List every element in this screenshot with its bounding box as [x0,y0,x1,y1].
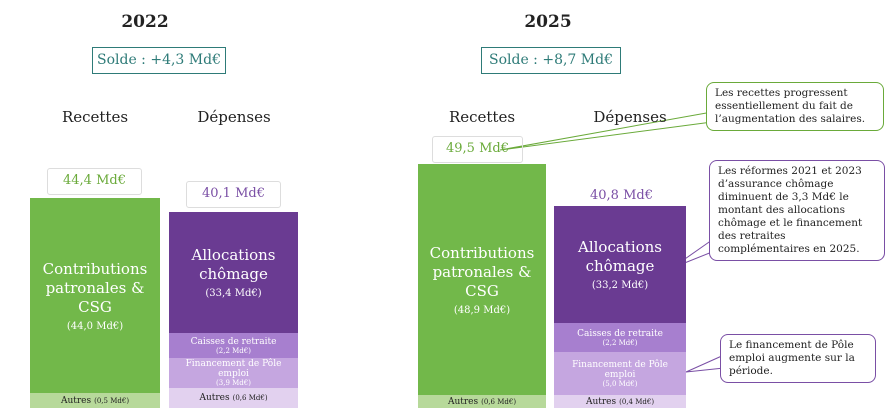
bar-segment: Contributions patronales & CSG (44,0 Md€) [30,198,160,393]
bar-segment: Autres (0,5 Md€) [30,393,160,408]
bar-segment: Allocations chômage (33,2 Md€) [554,206,686,323]
bar-segment: Allocations chômage (33,4 Md€) [169,212,298,333]
column-heading: Recettes [448,108,516,126]
bar-segment: Financement de Pôle emploi (3,9 Md€) [169,358,298,388]
year-title: 2025 [524,12,572,32]
segment-amount: (0,6 Md€) [481,397,517,406]
column-total: 49,5 Md€ [432,136,523,163]
column-total: 44,4 Md€ [47,168,142,195]
column-total: 40,1 Md€ [186,181,281,208]
segment-amount: (44,0 Md€) [66,320,124,332]
bar-segment: Contributions patronales & CSG (48,9 Md€) [418,164,546,395]
balance-box: Solde : +4,3 Md€ [92,47,226,74]
bar-segment: Caisses de retraite (2,2 Md€) [554,323,686,352]
segment-name: Caisses de retraite [190,336,277,347]
segment-name: Contributions patronales & CSG [42,259,148,316]
callout: Les recettes progressent essentiellement… [706,82,884,131]
callout: Les réformes 2021 et 2023 d’assurance ch… [709,160,885,261]
segment-name: Allocations chômage [191,246,276,283]
column-heading: Dépenses [593,108,667,126]
segment-name: Caisses de retraite [577,328,663,339]
segment-name: Financement de Pôle emploi [185,359,282,379]
segment-name: Autres [60,395,92,406]
segment-amount: (33,2 Md€) [591,280,649,291]
bar-segment: Caisses de retraite (2,2 Md€) [169,333,298,358]
segment-amount: (2,2 Md€) [216,346,251,355]
bar-segment: Autres (0,4 Md€) [554,395,686,408]
segment-name: Financement de Pôle emploi [572,359,668,380]
segment-name: Contributions patronales & CSG [429,243,535,300]
balance-box: Solde : +8,7 Md€ [481,47,621,74]
callout: Le financement de Pôle emploi augmente s… [720,334,876,383]
segment-amount: (33,4 Md€) [205,288,262,299]
column-heading: Dépenses [197,108,271,126]
bar-segment: Autres (0,6 Md€) [169,388,298,408]
pointer [685,354,725,373]
segment-amount: (3,9 Md€) [216,379,251,387]
segment-name: Autres [199,393,230,403]
segment-name: Autres [585,396,617,407]
segment-amount: (0,5 Md€) [94,396,130,405]
year-title: 2022 [121,12,169,32]
segment-amount: (0,4 Md€) [619,397,655,406]
pointer [499,111,713,151]
bar-segment: Autres (0,6 Md€) [418,395,546,408]
segment-amount: (48,9 Md€) [453,304,511,316]
segment-name: Autres [447,396,479,407]
segment-amount: (2,2 Md€) [602,338,638,347]
segment-name: Allocations chômage [577,238,663,275]
column-heading: Recettes [61,108,129,126]
bar-segment: Financement de Pôle emploi (5,0 Md€) [554,352,686,395]
segment-amount: (5,0 Md€) [602,379,638,388]
column-total: 40,8 Md€ [590,188,653,203]
segment-amount: (0,6 Md€) [232,394,268,402]
